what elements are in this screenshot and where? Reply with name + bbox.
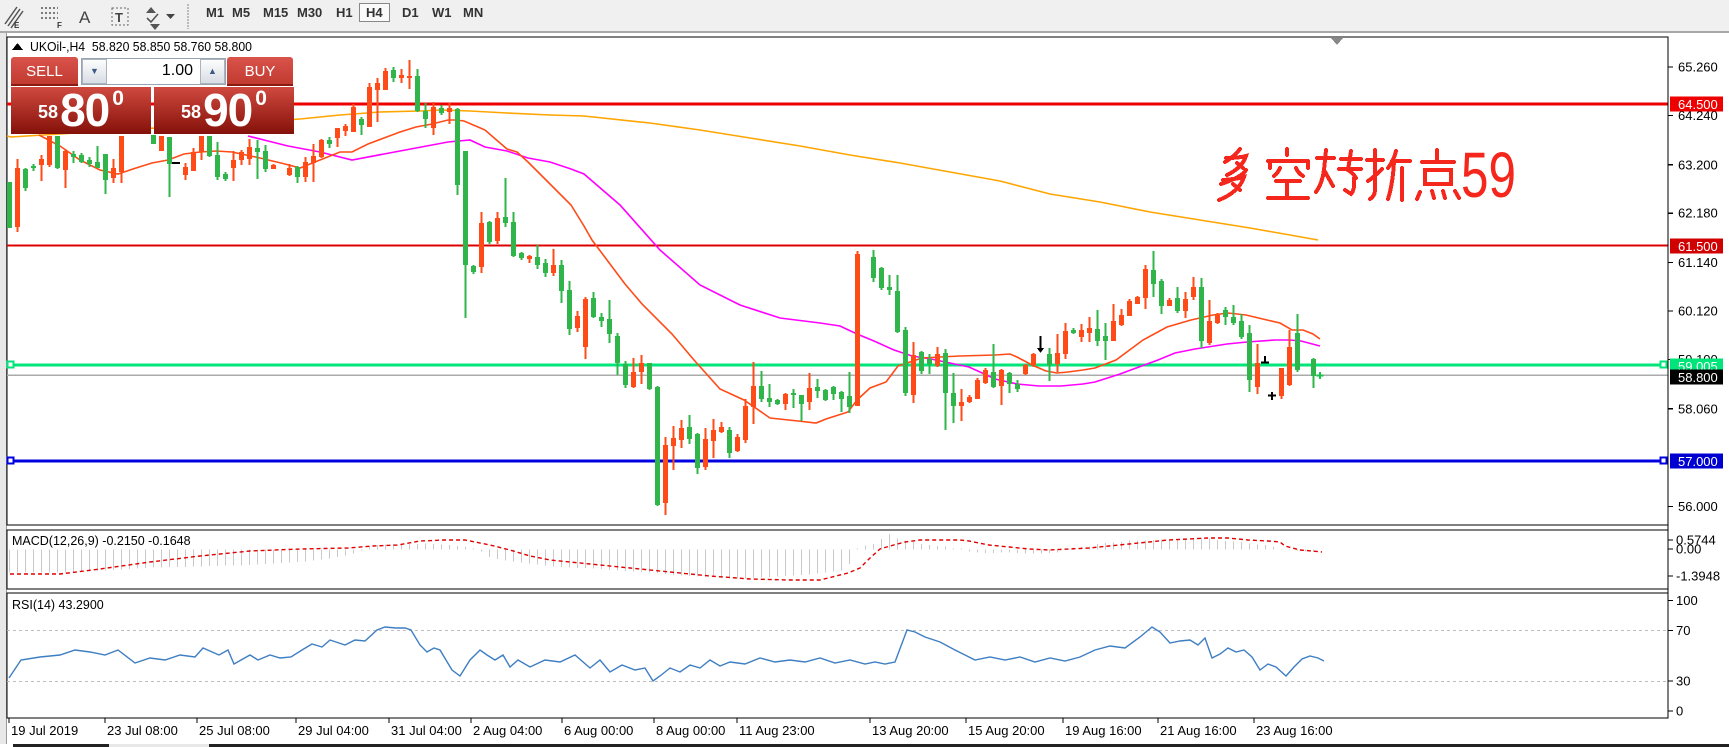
svg-text:59: 59 [1461,139,1516,211]
svg-text:62.180: 62.180 [1678,206,1718,221]
svg-text:64.240: 64.240 [1678,108,1718,123]
svg-text:11 Aug 23:00: 11 Aug 23:00 [739,723,815,738]
svg-text:0.00: 0.00 [1676,542,1701,557]
svg-text:60.120: 60.120 [1678,304,1718,319]
svg-text:64.500: 64.500 [1678,97,1718,112]
svg-text:0: 0 [1676,704,1683,719]
svg-text:25 Jul 08:00: 25 Jul 08:00 [199,723,270,738]
svg-text:-1.3948: -1.3948 [1676,569,1720,584]
svg-text:T: T [115,10,123,25]
svg-text:58.060: 58.060 [1678,401,1718,416]
svg-text:100: 100 [1676,593,1698,608]
svg-text:58.800: 58.800 [1678,370,1718,385]
svg-text:15 Aug 20:00: 15 Aug 20:00 [968,723,1045,738]
svg-text:23 Jul 08:00: 23 Jul 08:00 [107,723,178,738]
svg-text:MACD(12,26,9) -0.2150 -0.1648: MACD(12,26,9) -0.2150 -0.1648 [12,534,191,548]
svg-text:30: 30 [1676,674,1690,689]
svg-text:56.000: 56.000 [1678,499,1718,514]
svg-text:65.260: 65.260 [1678,60,1718,75]
svg-text:0.5744: 0.5744 [1676,533,1716,548]
svg-text:6 Aug 00:00: 6 Aug 00:00 [564,723,633,738]
svg-text:31 Jul 04:00: 31 Jul 04:00 [391,723,462,738]
svg-text:19 Jul 2019: 19 Jul 2019 [11,723,78,738]
svg-text:21 Aug 16:00: 21 Aug 16:00 [1160,723,1237,738]
svg-text:UKOil-,H4 58.820 58.850 58.76: UKOil-,H4 58.820 58.850 58.760 58.800 [30,39,252,54]
svg-text:29 Jul 04:00: 29 Jul 04:00 [298,723,369,738]
svg-text:F: F [57,21,62,30]
svg-text:61.500: 61.500 [1678,239,1718,254]
svg-text:E: E [14,21,20,30]
svg-text:RSI(14) 43.2900: RSI(14) 43.2900 [12,598,104,612]
svg-text:2 Aug 04:00: 2 Aug 04:00 [473,723,542,738]
svg-text:63.200: 63.200 [1678,157,1718,172]
svg-text:61.140: 61.140 [1678,255,1718,270]
svg-text:13 Aug 20:00: 13 Aug 20:00 [872,723,949,738]
svg-text:70: 70 [1676,623,1690,638]
svg-text:19 Aug 16:00: 19 Aug 16:00 [1065,723,1142,738]
svg-text:A: A [79,8,91,27]
svg-text:8 Aug 00:00: 8 Aug 00:00 [656,723,725,738]
svg-text:57.000: 57.000 [1678,454,1718,469]
svg-text:23 Aug 16:00: 23 Aug 16:00 [1256,723,1333,738]
